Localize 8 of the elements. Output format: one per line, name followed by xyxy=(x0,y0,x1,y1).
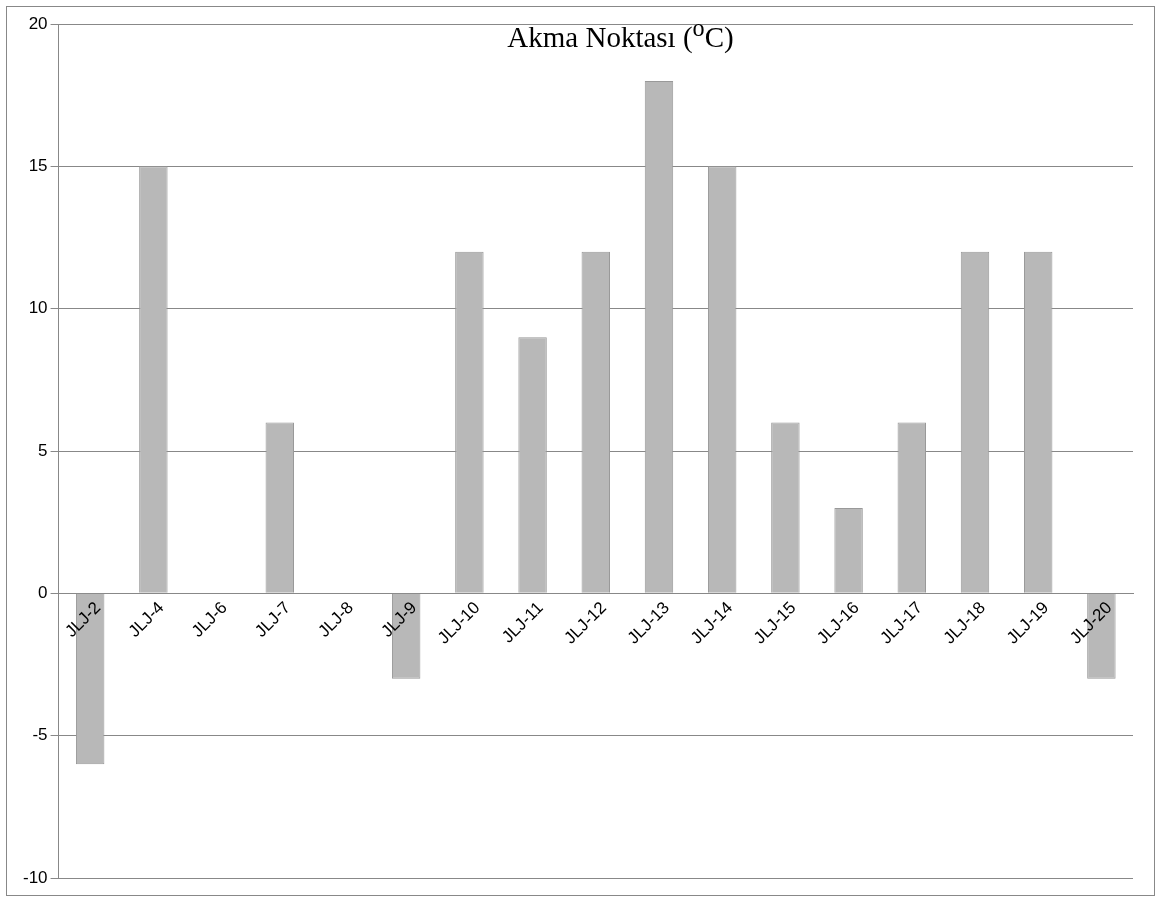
y-tick-label: 0 xyxy=(38,583,48,603)
y-tick-label: 20 xyxy=(28,13,48,33)
y-tick-label: 15 xyxy=(28,156,48,176)
y-tick-label: 5 xyxy=(38,440,48,460)
chart-title: Akma Noktası ($^{o}$C) xyxy=(507,14,734,53)
y-tick-label: -5 xyxy=(32,725,48,745)
y-tick-label: -10 xyxy=(22,867,48,887)
y-tick-label: 10 xyxy=(28,298,48,318)
